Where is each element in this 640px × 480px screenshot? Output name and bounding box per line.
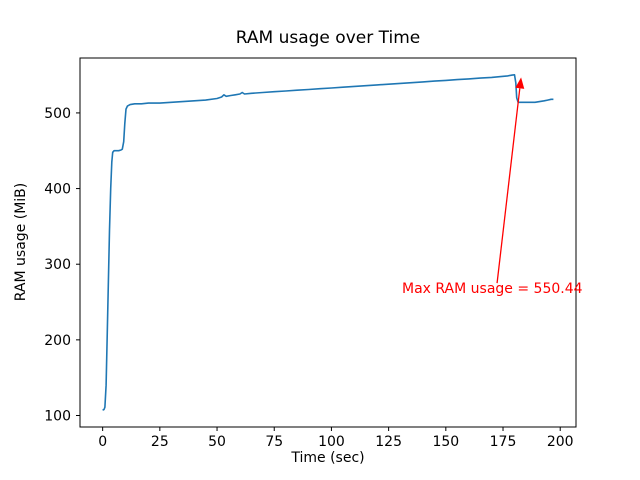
y-tick-label: 500 (44, 106, 71, 122)
x-tick-label: 0 (98, 434, 107, 450)
y-tick-label: 100 (44, 409, 71, 425)
x-tick-label: 125 (375, 434, 402, 450)
x-tick-label: 100 (318, 434, 345, 450)
x-tick-label: 50 (208, 434, 226, 450)
y-tick-label: 200 (44, 333, 71, 349)
x-axis-label: Time (sec) (291, 450, 365, 466)
plot-frame (79, 57, 577, 428)
x-tick-label: 200 (547, 434, 574, 450)
y-tick-label: 400 (44, 182, 71, 198)
x-tick-label: 25 (151, 434, 169, 450)
y-tick-label: 300 (44, 257, 71, 273)
x-tick-label: 150 (432, 434, 459, 450)
annotation-arrowhead (515, 77, 525, 89)
x-tick-label: 175 (490, 434, 517, 450)
ram-usage-line (102, 74, 554, 411)
x-tick-label: 75 (265, 434, 283, 450)
annotation-arrow-line (496, 88, 521, 284)
y-axis-label: RAM usage (MiB) (13, 182, 29, 302)
max-ram-annotation: Max RAM usage = 550.44 (402, 281, 583, 297)
chart-title: RAM usage over Time (235, 28, 421, 48)
